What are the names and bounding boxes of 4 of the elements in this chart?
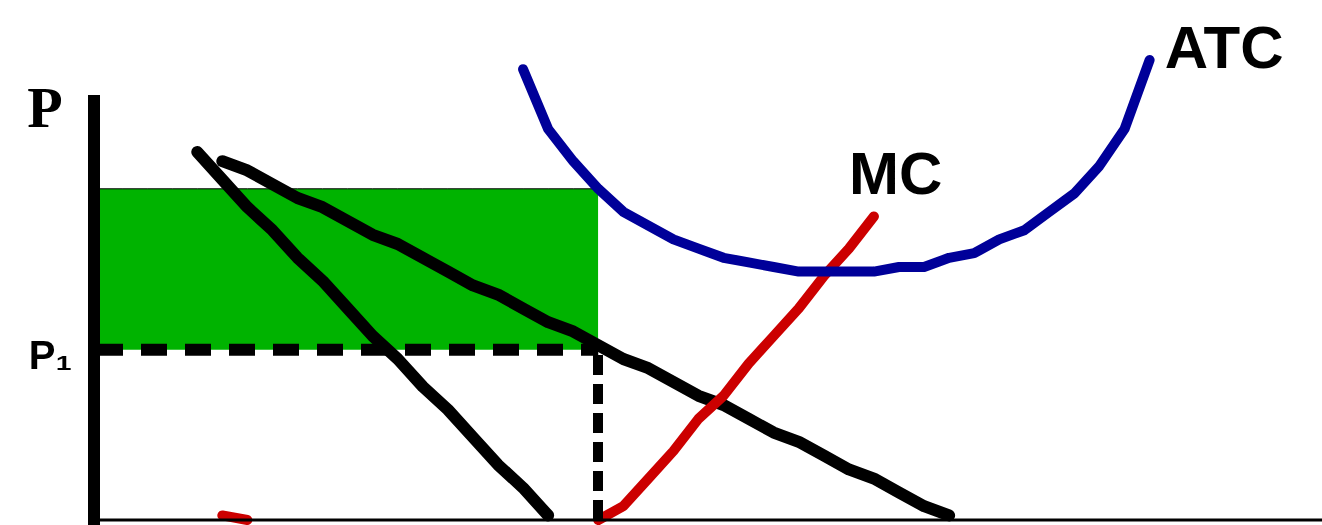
text: P₁	[28, 332, 72, 377]
series-label: MC	[848, 140, 943, 208]
series-label: ATC	[1164, 14, 1284, 81]
y-axis-title: P	[27, 75, 63, 140]
